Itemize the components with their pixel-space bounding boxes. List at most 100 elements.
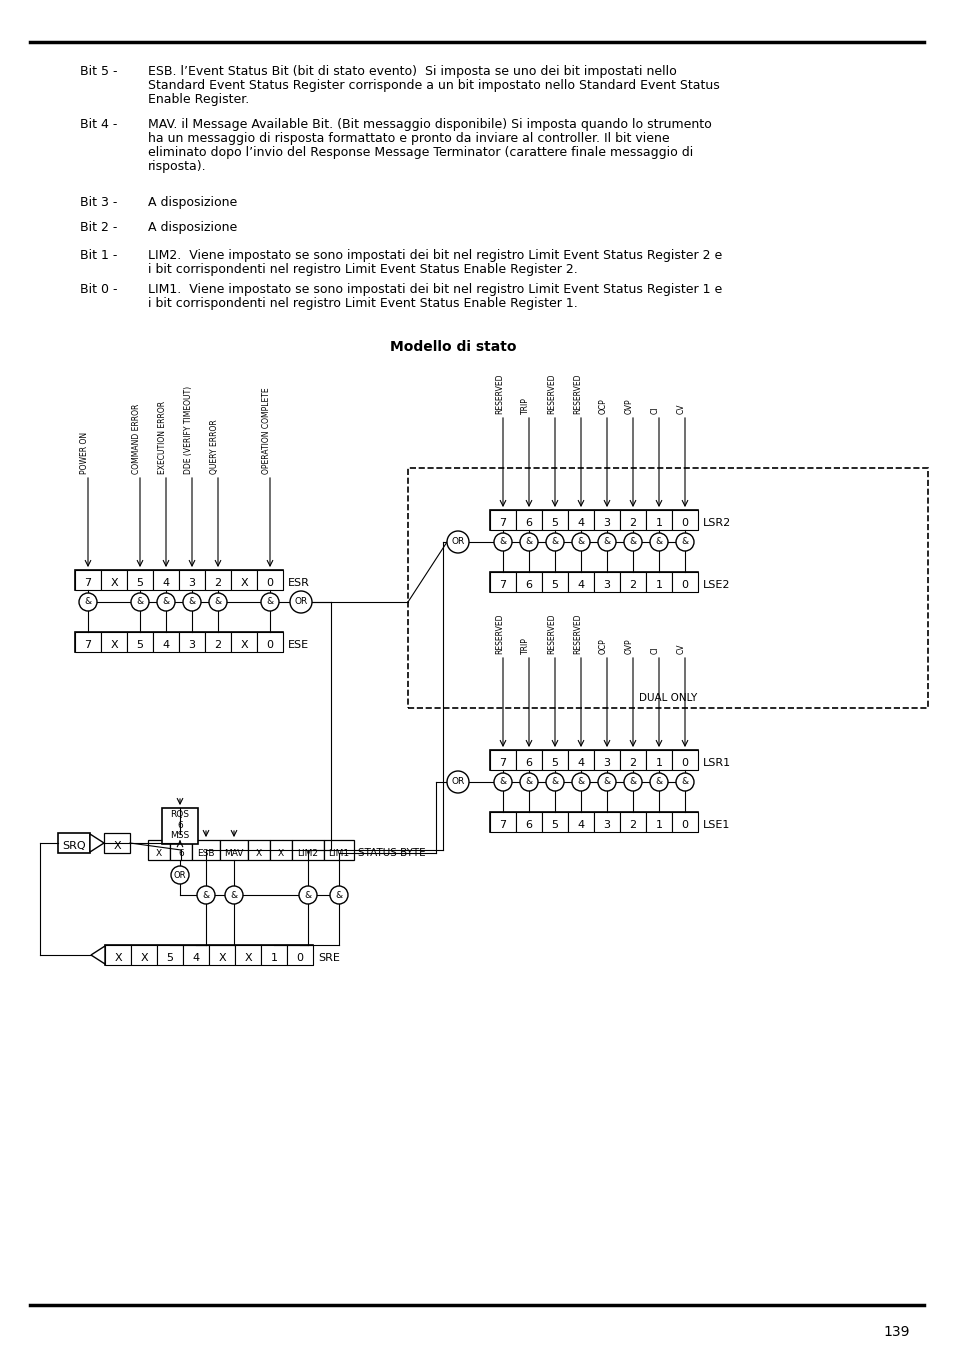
Bar bbox=[220, 840, 248, 861]
Text: LSR2: LSR2 bbox=[702, 517, 731, 528]
Text: OR: OR bbox=[451, 538, 464, 547]
Circle shape bbox=[225, 886, 243, 904]
Text: TRIP: TRIP bbox=[520, 397, 530, 413]
Text: ESR: ESR bbox=[288, 578, 310, 588]
Text: OR: OR bbox=[451, 777, 464, 786]
Circle shape bbox=[183, 593, 201, 611]
Bar bbox=[75, 632, 101, 653]
Bar bbox=[162, 808, 198, 844]
Circle shape bbox=[494, 534, 512, 551]
Text: 6: 6 bbox=[178, 848, 184, 858]
Bar bbox=[231, 632, 256, 653]
Text: i bit corrispondenti nel registro Limit Event Status Enable Register 1.: i bit corrispondenti nel registro Limit … bbox=[148, 297, 578, 309]
Bar bbox=[490, 571, 698, 592]
Text: DDE (VERIFY TIMEOUT): DDE (VERIFY TIMEOUT) bbox=[184, 386, 193, 474]
Circle shape bbox=[623, 773, 641, 790]
Text: &: & bbox=[266, 597, 274, 607]
Circle shape bbox=[79, 593, 97, 611]
Bar bbox=[645, 812, 671, 832]
Text: 3: 3 bbox=[603, 758, 610, 767]
Text: 7: 7 bbox=[499, 820, 506, 830]
Circle shape bbox=[572, 534, 589, 551]
Bar bbox=[209, 944, 234, 965]
Text: RESERVED: RESERVED bbox=[573, 613, 581, 654]
Text: 139: 139 bbox=[882, 1325, 909, 1339]
Bar bbox=[490, 571, 516, 592]
Bar bbox=[490, 509, 698, 530]
Text: 4: 4 bbox=[577, 580, 584, 590]
Bar bbox=[645, 750, 671, 770]
Text: 7: 7 bbox=[85, 578, 91, 588]
Text: 6: 6 bbox=[525, 758, 532, 767]
Text: &: & bbox=[525, 538, 532, 547]
Text: SRE: SRE bbox=[317, 952, 339, 963]
Text: SRQ: SRQ bbox=[62, 842, 86, 851]
Text: 3: 3 bbox=[603, 580, 610, 590]
Bar bbox=[567, 812, 594, 832]
Text: 2: 2 bbox=[214, 640, 221, 650]
Text: Enable Register.: Enable Register. bbox=[148, 93, 249, 105]
Bar bbox=[205, 570, 231, 590]
Bar bbox=[287, 944, 313, 965]
Text: TRIP: TRIP bbox=[520, 638, 530, 654]
Polygon shape bbox=[91, 946, 105, 965]
Text: &: & bbox=[525, 777, 532, 786]
Text: 2: 2 bbox=[629, 517, 636, 528]
Text: 6: 6 bbox=[525, 517, 532, 528]
Text: 3: 3 bbox=[603, 820, 610, 830]
Bar bbox=[75, 570, 101, 590]
Text: Bit 0 -: Bit 0 - bbox=[80, 282, 117, 296]
Text: A disposizione: A disposizione bbox=[148, 222, 237, 234]
Text: A disposizione: A disposizione bbox=[148, 196, 237, 209]
Text: X: X bbox=[240, 578, 248, 588]
Text: Standard Event Status Register corrisponde a un bit impostato nello Standard Eve: Standard Event Status Register corrispon… bbox=[148, 78, 719, 92]
Text: X: X bbox=[111, 640, 117, 650]
Circle shape bbox=[598, 534, 616, 551]
Circle shape bbox=[519, 534, 537, 551]
Bar bbox=[567, 571, 594, 592]
Text: &: & bbox=[551, 538, 558, 547]
Text: LSE1: LSE1 bbox=[702, 820, 730, 830]
Text: &: & bbox=[680, 538, 688, 547]
Text: LIM1: LIM1 bbox=[328, 848, 349, 858]
Text: QUERY ERROR: QUERY ERROR bbox=[210, 419, 219, 474]
Text: 3: 3 bbox=[189, 578, 195, 588]
Text: 0: 0 bbox=[680, 517, 688, 528]
Text: LSE2: LSE2 bbox=[702, 580, 730, 590]
Text: 4: 4 bbox=[162, 640, 170, 650]
Text: MAV: MAV bbox=[224, 848, 243, 858]
Text: X: X bbox=[277, 848, 284, 858]
Text: MAV. il Message Available Bit. (Bit messaggio disponibile) Si imposta quando lo : MAV. il Message Available Bit. (Bit mess… bbox=[148, 118, 711, 131]
Bar bbox=[75, 570, 283, 590]
Circle shape bbox=[519, 773, 537, 790]
Text: POWER ON: POWER ON bbox=[80, 432, 89, 474]
Circle shape bbox=[171, 866, 189, 884]
Circle shape bbox=[298, 886, 316, 904]
Circle shape bbox=[598, 773, 616, 790]
Circle shape bbox=[494, 773, 512, 790]
Circle shape bbox=[330, 886, 348, 904]
Circle shape bbox=[572, 773, 589, 790]
Text: DUAL ONLY: DUAL ONLY bbox=[639, 693, 697, 703]
Text: RESERVED: RESERVED bbox=[573, 373, 581, 413]
Text: OR: OR bbox=[294, 597, 307, 607]
Bar bbox=[594, 571, 619, 592]
Bar bbox=[231, 570, 256, 590]
Bar bbox=[619, 750, 645, 770]
Bar bbox=[516, 571, 541, 592]
Bar bbox=[619, 812, 645, 832]
Bar bbox=[105, 944, 313, 965]
Text: 1: 1 bbox=[655, 580, 661, 590]
Text: Modello di stato: Modello di stato bbox=[390, 340, 516, 354]
Text: ESE: ESE bbox=[288, 640, 309, 650]
Bar bbox=[170, 840, 192, 861]
Bar bbox=[248, 840, 270, 861]
Text: &: & bbox=[335, 890, 342, 900]
Bar bbox=[541, 812, 567, 832]
Text: &: & bbox=[577, 538, 584, 547]
Text: 3: 3 bbox=[189, 640, 195, 650]
Text: 0: 0 bbox=[266, 578, 274, 588]
Text: CI: CI bbox=[650, 407, 659, 413]
Bar bbox=[152, 570, 179, 590]
Bar bbox=[516, 812, 541, 832]
